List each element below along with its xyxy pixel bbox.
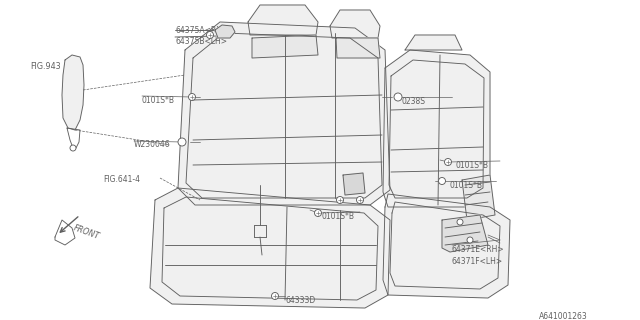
Polygon shape: [442, 215, 488, 252]
Text: FIG.943: FIG.943: [30, 62, 61, 71]
Circle shape: [467, 237, 473, 243]
Circle shape: [438, 178, 445, 185]
Text: 64371E<RH>: 64371E<RH>: [452, 245, 504, 254]
Circle shape: [207, 31, 214, 38]
Text: 0101S*B: 0101S*B: [142, 96, 175, 105]
Text: 0101S*B: 0101S*B: [449, 181, 482, 190]
Text: 64375A<RH>: 64375A<RH>: [175, 26, 228, 35]
Circle shape: [337, 196, 344, 204]
Circle shape: [394, 93, 402, 101]
Polygon shape: [336, 38, 380, 58]
Polygon shape: [383, 194, 510, 298]
Text: FIG.641-4: FIG.641-4: [103, 175, 140, 184]
Polygon shape: [405, 35, 462, 50]
Circle shape: [189, 93, 195, 100]
Circle shape: [457, 219, 463, 225]
Polygon shape: [62, 55, 84, 130]
Polygon shape: [462, 175, 495, 220]
Polygon shape: [343, 173, 365, 195]
Polygon shape: [178, 22, 390, 205]
Polygon shape: [150, 188, 390, 308]
Text: 0238S: 0238S: [402, 97, 426, 106]
Text: 64371F<LH>: 64371F<LH>: [452, 257, 503, 266]
Polygon shape: [248, 5, 318, 35]
Text: FRONT: FRONT: [72, 223, 100, 241]
Text: A641001263: A641001263: [539, 312, 588, 320]
Circle shape: [314, 210, 321, 217]
Polygon shape: [215, 25, 235, 38]
Text: 64375B<LH>: 64375B<LH>: [175, 37, 227, 46]
Text: 64333D: 64333D: [285, 296, 316, 305]
Polygon shape: [383, 50, 490, 207]
Polygon shape: [330, 10, 380, 38]
Polygon shape: [252, 35, 318, 58]
Text: 0101S*B: 0101S*B: [455, 161, 488, 170]
Text: 0101S*B: 0101S*B: [322, 212, 355, 221]
Circle shape: [70, 145, 76, 151]
Text: W230046: W230046: [134, 140, 171, 149]
Circle shape: [445, 158, 451, 165]
Circle shape: [271, 292, 278, 300]
Circle shape: [178, 138, 186, 146]
Circle shape: [356, 196, 364, 204]
